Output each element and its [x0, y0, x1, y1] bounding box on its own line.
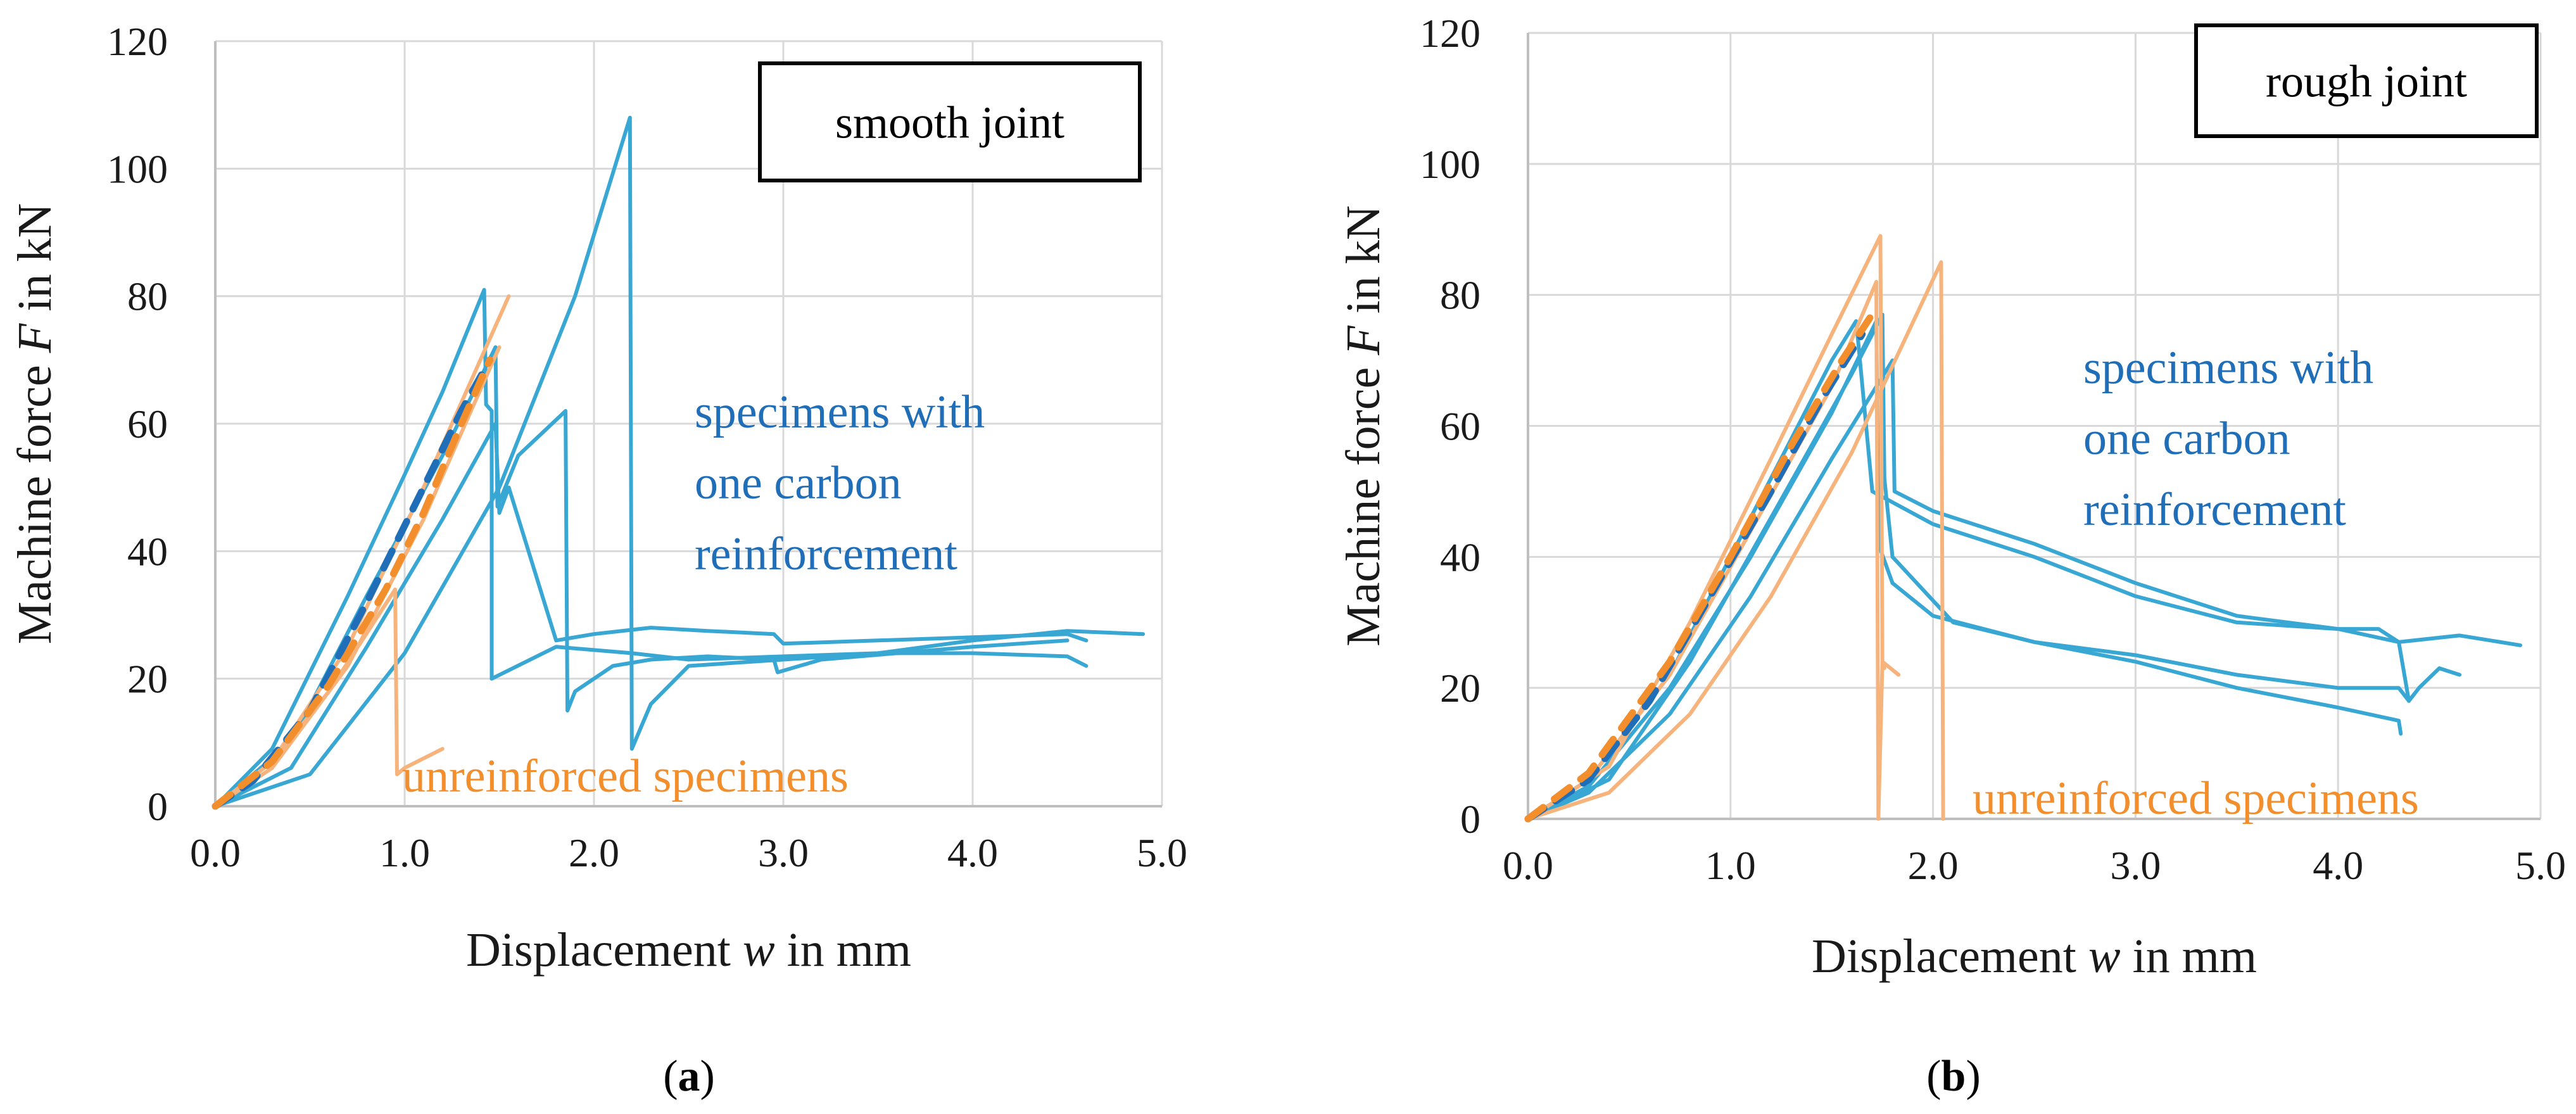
y-axis-variable: F — [1337, 325, 1390, 356]
x-axis-variable: w — [2088, 930, 2121, 983]
y-tick-label: 120 — [1420, 11, 1481, 56]
y-tick-label: 20 — [127, 657, 168, 702]
y-axis-label-part: Machine force — [8, 353, 61, 644]
reinforced-specimens-label: one carbon — [695, 457, 902, 509]
y-tick-label: 100 — [107, 146, 168, 191]
y-tick-label: 20 — [1440, 666, 1481, 711]
y-tick-label: 0 — [1460, 797, 1481, 842]
x-tick-label: 3.0 — [758, 830, 809, 875]
y-axis-variable: F — [8, 322, 61, 353]
x-tick-label: 4.0 — [2313, 843, 2363, 888]
caption-letter: b — [1941, 1052, 1966, 1101]
series-line-unreinforced-mean — [1524, 304, 1880, 823]
caption-letter: a — [678, 1052, 700, 1101]
x-tick-label: 3.0 — [2110, 843, 2161, 888]
series-line-reinforced — [1526, 358, 2522, 821]
joint-label-box — [758, 61, 1142, 182]
chart-b: 0.0 1.0 2.0 3.0 4.0 5.0 0 20 40 60 80 100 120 rough j… — [1337, 11, 2566, 1101]
x-tick-label: 5.0 — [1137, 830, 1187, 875]
x-axis-label-part: in mm — [775, 923, 911, 977]
reinforced-specimens-label: specimens with — [2083, 342, 2373, 394]
reinforced-specimens-label: reinforcement — [2083, 484, 2346, 536]
series-line-unreinforced — [1526, 260, 1945, 821]
x-axis-label-part: Displacement — [1812, 930, 2088, 983]
series-line-unreinforced — [1526, 234, 1886, 821]
series-line-reinforced — [1526, 319, 2403, 821]
unreinforced-specimens-label: unreinforced specimens — [402, 750, 849, 802]
x-tick-label: 1.0 — [379, 830, 430, 875]
x-tick-label: 0.0 — [190, 830, 241, 875]
x-tick-label: 0.0 — [1503, 843, 1553, 888]
y-axis-label-part: Machine force — [1337, 355, 1390, 647]
y-tick-label: 100 — [1420, 142, 1481, 187]
caption-paren: ) — [700, 1052, 715, 1101]
panel-caption: (a) — [663, 1052, 715, 1101]
x-tick-label: 4.0 — [947, 830, 998, 875]
x-axis-label-part: Displacement — [466, 923, 743, 977]
joint-label: rough joint — [2266, 56, 2467, 107]
series-line-reinforced — [1526, 319, 2462, 821]
reinforced-specimens-label: reinforcement — [695, 528, 957, 580]
series-line-reinforced — [213, 115, 1146, 808]
caption-paren: ) — [1966, 1052, 1980, 1101]
series-line-reinforced-mean — [1524, 331, 1866, 823]
series-line-reinforced — [213, 345, 1070, 808]
y-axis-label-part: in kN — [1337, 205, 1390, 326]
caption-paren: ( — [1926, 1052, 1941, 1101]
chart-a: 0.0 1.0 2.0 3.0 4.0 5.0 0 20 40 60 80 100 120 smooth … — [8, 19, 1187, 1101]
y-tick-label: 80 — [1440, 273, 1481, 318]
x-tick-label: 5.0 — [2515, 843, 2566, 888]
y-tick-label: 60 — [127, 402, 168, 446]
y-tick-label: 40 — [127, 529, 168, 574]
x-axis-label: Displacement w in mm — [466, 923, 911, 977]
y-axis-label: Machine force F in kN — [8, 203, 61, 644]
joint-label-box — [2194, 23, 2539, 138]
x-tick-label: 2.0 — [1908, 843, 1959, 888]
x-tick-label: 1.0 — [1705, 843, 1756, 888]
y-tick-label: 0 — [148, 784, 168, 829]
y-tick-label: 40 — [1440, 535, 1481, 579]
y-axis-label-part: in kN — [8, 203, 61, 324]
series-line-unreinforced-mean — [212, 356, 493, 810]
unreinforced-specimens-label: unreinforced specimens — [1973, 773, 2419, 825]
caption-paren: ( — [663, 1052, 678, 1101]
y-axis-label: Machine force F in kN — [1337, 205, 1390, 646]
x-axis-variable: w — [743, 923, 775, 977]
joint-label: smooth joint — [835, 98, 1064, 148]
reinforced-specimens-label: one carbon — [2083, 413, 2290, 465]
x-axis-label-part: in mm — [2121, 930, 2257, 983]
panel-caption: (b) — [1926, 1052, 1981, 1101]
x-tick-label: 2.0 — [569, 830, 619, 875]
series-line-reinforced — [213, 422, 1089, 808]
x-axis-label: Displacement w in mm — [1812, 930, 2257, 983]
y-tick-label: 60 — [1440, 404, 1481, 449]
reinforced-specimens-label: specimens with — [695, 386, 985, 438]
y-tick-label: 80 — [127, 274, 168, 319]
y-tick-label: 120 — [107, 19, 168, 64]
